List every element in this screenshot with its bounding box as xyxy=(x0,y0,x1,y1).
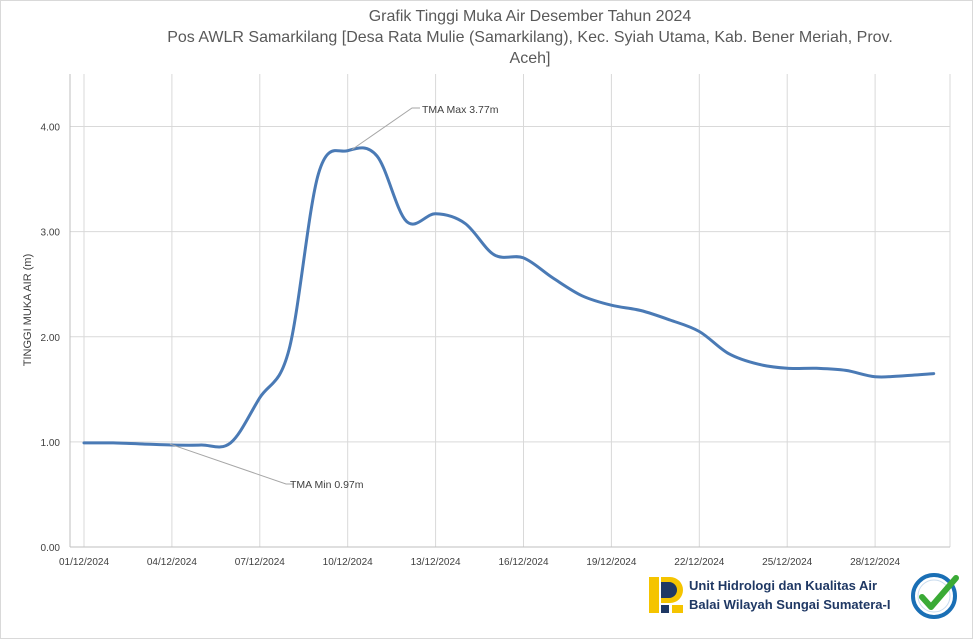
x-tick-labels: 01/12/2024 04/12/2024 07/12/2024 10/12/2024… xyxy=(59,557,901,568)
x-tick-label: 13/12/2024 xyxy=(411,557,461,568)
y-tick-labels: 0.00 1.00 2.00 3.00 4.00 xyxy=(41,123,61,554)
chart-subtitle-line-1: Pos AWLR Samarkilang [Desa Rata Mulie (S… xyxy=(167,29,893,46)
organization-footer: Unit Hidrologi dan Kualitas Air Balai Wi… xyxy=(648,573,968,619)
pupr-logo-icon xyxy=(648,576,684,614)
x-tick-label: 28/12/2024 xyxy=(850,557,900,568)
x-tick-label: 25/12/2024 xyxy=(762,557,812,568)
organization-line-2: Balai Wilayah Sungai Sumatera-I xyxy=(689,597,891,612)
x-tick-label: 07/12/2024 xyxy=(235,557,285,568)
x-tick-label: 22/12/2024 xyxy=(674,557,724,568)
x-tick-label: 10/12/2024 xyxy=(323,557,373,568)
y-tick-label: 0.00 xyxy=(41,543,61,554)
annotation-label: TMA Min 0.97m xyxy=(290,479,364,491)
chart-title: Grafik Tinggi Muka Air Desember Tahun 20… xyxy=(368,8,692,25)
annotation-label: TMA Max 3.77m xyxy=(422,104,499,116)
organization-name: Unit Hidrologi dan Kualitas Air Balai Wi… xyxy=(689,576,890,614)
chart-title-block: Grafik Tinggi Muka Air Desember Tahun 20… xyxy=(150,6,910,69)
y-axis-title: TINGGI MUKA AIR (m) xyxy=(22,254,34,366)
series-layer xyxy=(82,146,936,449)
x-tick-label: 16/12/2024 xyxy=(498,557,548,568)
axes xyxy=(69,74,950,548)
logo-yellow-square xyxy=(672,605,683,613)
logo-blue-arc xyxy=(661,582,677,598)
y-tick-label: 1.00 xyxy=(41,438,61,449)
organization-line-1: Unit Hidrologi dan Kualitas Air xyxy=(689,578,878,593)
series-line xyxy=(82,146,936,449)
x-tick-label: 19/12/2024 xyxy=(586,557,636,568)
x-tick-label: 01/12/2024 xyxy=(59,557,109,568)
logo-yellow-bar xyxy=(649,577,659,613)
annotations: TMA Max 3.77m TMA Min 0.97m xyxy=(169,104,499,491)
grid-lines xyxy=(70,74,951,548)
check-icon xyxy=(919,575,959,610)
logo-blue-square xyxy=(661,605,669,613)
y-tick-label: 3.00 xyxy=(41,228,61,239)
y-tick-label: 2.00 xyxy=(41,333,61,344)
chart-subtitle-line-2: Aceh] xyxy=(509,50,551,67)
iso-certified-badge-icon xyxy=(911,573,959,619)
annotation-leader-line xyxy=(351,107,420,151)
badge-ring xyxy=(911,573,957,619)
y-tick-label: 4.00 xyxy=(41,123,61,134)
annotation-leader-line xyxy=(169,443,294,485)
x-tick-label: 04/12/2024 xyxy=(147,557,197,568)
